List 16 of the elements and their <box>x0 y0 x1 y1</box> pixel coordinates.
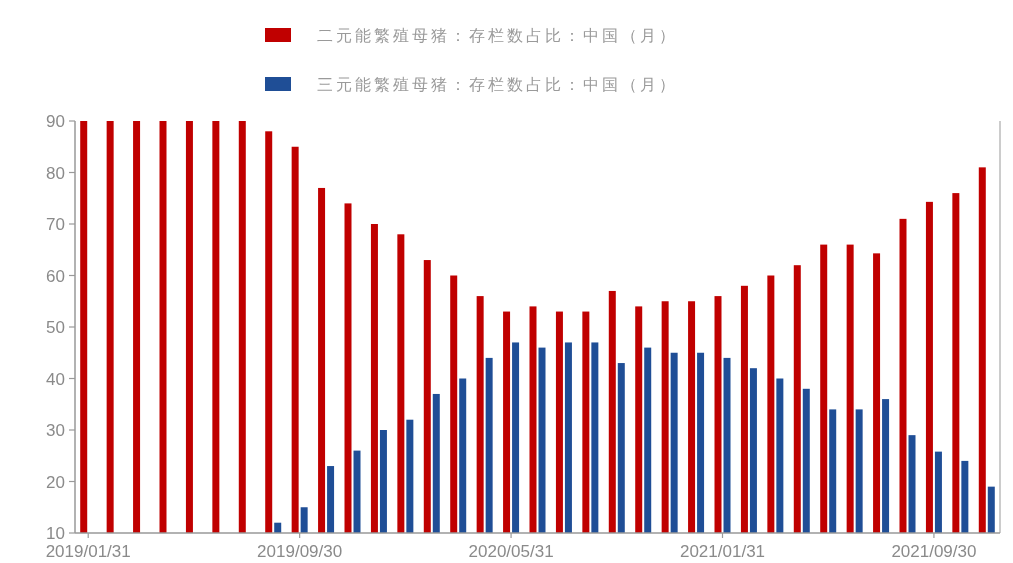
y-tick-label: 30 <box>46 421 65 440</box>
x-tick-label: 2019/09/30 <box>257 542 343 561</box>
x-tick-label: 2021/09/30 <box>891 542 977 561</box>
x-tick-label: 2020/05/31 <box>468 542 554 561</box>
y-tick-label: 60 <box>46 266 65 286</box>
y-tick-label: 90 <box>46 112 65 131</box>
y-tick-label: 20 <box>46 472 65 492</box>
y-tick-label: 80 <box>46 163 65 183</box>
y-tick-label: 40 <box>46 369 65 389</box>
legend-label: 三元能繁殖母猪：存栏数占比：中国（月） <box>317 76 678 93</box>
legend-label: 二元能繁殖母猪：存栏数占比：中国（月） <box>317 27 678 44</box>
x-tick-label: 2019/01/31 <box>45 542 131 561</box>
x-tick-label: 2021/01/31 <box>679 542 766 561</box>
y-tick-label: 10 <box>46 524 65 543</box>
y-tick-label: 70 <box>46 215 65 234</box>
y-tick-label: 50 <box>46 318 65 337</box>
